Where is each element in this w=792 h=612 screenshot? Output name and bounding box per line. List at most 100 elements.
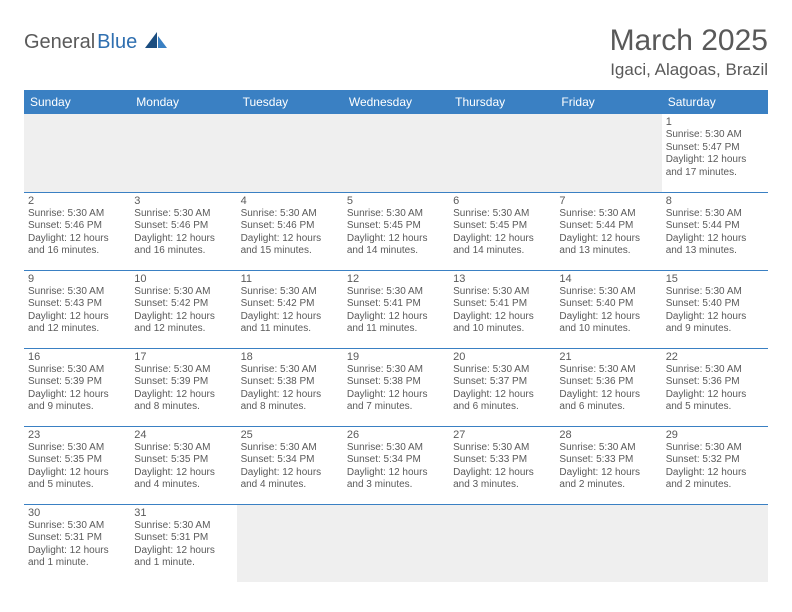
sunset-text: Sunset: 5:33 PM bbox=[453, 454, 551, 467]
day-number: 11 bbox=[241, 273, 339, 285]
calendar-cell: 16Sunrise: 5:30 AMSunset: 5:39 PMDayligh… bbox=[24, 348, 130, 426]
day-number: 31 bbox=[134, 507, 232, 519]
sunrise-text: Sunrise: 5:30 AM bbox=[347, 286, 445, 299]
calendar-cell: 7Sunrise: 5:30 AMSunset: 5:44 PMDaylight… bbox=[555, 192, 661, 270]
sunset-text: Sunset: 5:37 PM bbox=[453, 376, 551, 389]
sunrise-text: Sunrise: 5:30 AM bbox=[347, 364, 445, 377]
sunrise-text: Sunrise: 5:30 AM bbox=[28, 208, 126, 221]
sunrise-text: Sunrise: 5:30 AM bbox=[666, 129, 764, 142]
day-number: 4 bbox=[241, 195, 339, 207]
daylight-text: Daylight: 12 hours and 9 minutes. bbox=[666, 311, 764, 336]
day-number: 1 bbox=[666, 116, 764, 128]
daylight-text: Daylight: 12 hours and 10 minutes. bbox=[453, 311, 551, 336]
calendar-row: 9Sunrise: 5:30 AMSunset: 5:43 PMDaylight… bbox=[24, 270, 768, 348]
sunrise-text: Sunrise: 5:30 AM bbox=[28, 520, 126, 533]
calendar-cell: 24Sunrise: 5:30 AMSunset: 5:35 PMDayligh… bbox=[130, 426, 236, 504]
calendar-row: 2Sunrise: 5:30 AMSunset: 5:46 PMDaylight… bbox=[24, 192, 768, 270]
calendar-cell: 9Sunrise: 5:30 AMSunset: 5:43 PMDaylight… bbox=[24, 270, 130, 348]
day-number: 26 bbox=[347, 429, 445, 441]
day-info: Sunrise: 5:30 AMSunset: 5:46 PMDaylight:… bbox=[241, 208, 339, 258]
calendar-cell: 3Sunrise: 5:30 AMSunset: 5:46 PMDaylight… bbox=[130, 192, 236, 270]
daylight-text: Daylight: 12 hours and 16 minutes. bbox=[134, 233, 232, 258]
calendar-cell bbox=[343, 504, 449, 582]
day-info: Sunrise: 5:30 AMSunset: 5:34 PMDaylight:… bbox=[347, 442, 445, 492]
calendar-cell: 31Sunrise: 5:30 AMSunset: 5:31 PMDayligh… bbox=[130, 504, 236, 582]
sunrise-text: Sunrise: 5:30 AM bbox=[666, 208, 764, 221]
sunrise-text: Sunrise: 5:30 AM bbox=[241, 442, 339, 455]
calendar-cell: 25Sunrise: 5:30 AMSunset: 5:34 PMDayligh… bbox=[237, 426, 343, 504]
day-number: 5 bbox=[347, 195, 445, 207]
daylight-text: Daylight: 12 hours and 1 minute. bbox=[28, 545, 126, 570]
day-number: 21 bbox=[559, 351, 657, 363]
calendar-cell: 18Sunrise: 5:30 AMSunset: 5:38 PMDayligh… bbox=[237, 348, 343, 426]
sunset-text: Sunset: 5:45 PM bbox=[347, 220, 445, 233]
daylight-text: Daylight: 12 hours and 12 minutes. bbox=[134, 311, 232, 336]
daylight-text: Daylight: 12 hours and 7 minutes. bbox=[347, 389, 445, 414]
daylight-text: Daylight: 12 hours and 5 minutes. bbox=[28, 467, 126, 492]
day-info: Sunrise: 5:30 AMSunset: 5:34 PMDaylight:… bbox=[241, 442, 339, 492]
calendar-cell: 6Sunrise: 5:30 AMSunset: 5:45 PMDaylight… bbox=[449, 192, 555, 270]
day-header-row: Sunday Monday Tuesday Wednesday Thursday… bbox=[24, 90, 768, 114]
day-info: Sunrise: 5:30 AMSunset: 5:40 PMDaylight:… bbox=[559, 286, 657, 336]
calendar-cell: 5Sunrise: 5:30 AMSunset: 5:45 PMDaylight… bbox=[343, 192, 449, 270]
sunrise-text: Sunrise: 5:30 AM bbox=[134, 442, 232, 455]
day-number: 24 bbox=[134, 429, 232, 441]
sunset-text: Sunset: 5:47 PM bbox=[666, 142, 764, 155]
calendar-cell bbox=[237, 504, 343, 582]
calendar-cell: 11Sunrise: 5:30 AMSunset: 5:42 PMDayligh… bbox=[237, 270, 343, 348]
day-number: 7 bbox=[559, 195, 657, 207]
sunrise-text: Sunrise: 5:30 AM bbox=[347, 442, 445, 455]
sunrise-text: Sunrise: 5:30 AM bbox=[134, 208, 232, 221]
day-info: Sunrise: 5:30 AMSunset: 5:43 PMDaylight:… bbox=[28, 286, 126, 336]
sunrise-text: Sunrise: 5:30 AM bbox=[134, 520, 232, 533]
day-number: 14 bbox=[559, 273, 657, 285]
day-info: Sunrise: 5:30 AMSunset: 5:45 PMDaylight:… bbox=[453, 208, 551, 258]
day-info: Sunrise: 5:30 AMSunset: 5:31 PMDaylight:… bbox=[134, 520, 232, 570]
day-number: 3 bbox=[134, 195, 232, 207]
daylight-text: Daylight: 12 hours and 13 minutes. bbox=[559, 233, 657, 258]
daylight-text: Daylight: 12 hours and 11 minutes. bbox=[347, 311, 445, 336]
calendar-cell bbox=[237, 114, 343, 192]
day-header: Wednesday bbox=[343, 90, 449, 114]
day-info: Sunrise: 5:30 AMSunset: 5:41 PMDaylight:… bbox=[453, 286, 551, 336]
calendar-row: 23Sunrise: 5:30 AMSunset: 5:35 PMDayligh… bbox=[24, 426, 768, 504]
daylight-text: Daylight: 12 hours and 6 minutes. bbox=[453, 389, 551, 414]
sunset-text: Sunset: 5:46 PM bbox=[134, 220, 232, 233]
sunset-text: Sunset: 5:41 PM bbox=[347, 298, 445, 311]
calendar-cell: 30Sunrise: 5:30 AMSunset: 5:31 PMDayligh… bbox=[24, 504, 130, 582]
day-header: Saturday bbox=[662, 90, 768, 114]
sunset-text: Sunset: 5:32 PM bbox=[666, 454, 764, 467]
sunset-text: Sunset: 5:38 PM bbox=[241, 376, 339, 389]
day-info: Sunrise: 5:30 AMSunset: 5:46 PMDaylight:… bbox=[28, 208, 126, 258]
daylight-text: Daylight: 12 hours and 5 minutes. bbox=[666, 389, 764, 414]
day-info: Sunrise: 5:30 AMSunset: 5:40 PMDaylight:… bbox=[666, 286, 764, 336]
sunset-text: Sunset: 5:46 PM bbox=[241, 220, 339, 233]
daylight-text: Daylight: 12 hours and 3 minutes. bbox=[453, 467, 551, 492]
sunset-text: Sunset: 5:42 PM bbox=[241, 298, 339, 311]
logo-text-general: General bbox=[24, 31, 95, 54]
sunset-text: Sunset: 5:31 PM bbox=[134, 532, 232, 545]
day-info: Sunrise: 5:30 AMSunset: 5:39 PMDaylight:… bbox=[28, 364, 126, 414]
daylight-text: Daylight: 12 hours and 8 minutes. bbox=[241, 389, 339, 414]
sunset-text: Sunset: 5:46 PM bbox=[28, 220, 126, 233]
sunrise-text: Sunrise: 5:30 AM bbox=[241, 364, 339, 377]
sunset-text: Sunset: 5:44 PM bbox=[559, 220, 657, 233]
day-info: Sunrise: 5:30 AMSunset: 5:36 PMDaylight:… bbox=[559, 364, 657, 414]
title-block: March 2025 Igaci, Alagoas, Brazil bbox=[610, 24, 768, 80]
day-header: Friday bbox=[555, 90, 661, 114]
sunrise-text: Sunrise: 5:30 AM bbox=[559, 364, 657, 377]
calendar-cell: 2Sunrise: 5:30 AMSunset: 5:46 PMDaylight… bbox=[24, 192, 130, 270]
day-number: 17 bbox=[134, 351, 232, 363]
day-number: 12 bbox=[347, 273, 445, 285]
day-info: Sunrise: 5:30 AMSunset: 5:39 PMDaylight:… bbox=[134, 364, 232, 414]
calendar-cell: 21Sunrise: 5:30 AMSunset: 5:36 PMDayligh… bbox=[555, 348, 661, 426]
logo-text-blue: Blue bbox=[97, 31, 137, 54]
day-header: Monday bbox=[130, 90, 236, 114]
daylight-text: Daylight: 12 hours and 12 minutes. bbox=[28, 311, 126, 336]
calendar-cell: 22Sunrise: 5:30 AMSunset: 5:36 PMDayligh… bbox=[662, 348, 768, 426]
calendar-cell bbox=[449, 504, 555, 582]
sunrise-text: Sunrise: 5:30 AM bbox=[559, 208, 657, 221]
calendar-cell bbox=[24, 114, 130, 192]
calendar-cell: 15Sunrise: 5:30 AMSunset: 5:40 PMDayligh… bbox=[662, 270, 768, 348]
day-number: 10 bbox=[134, 273, 232, 285]
